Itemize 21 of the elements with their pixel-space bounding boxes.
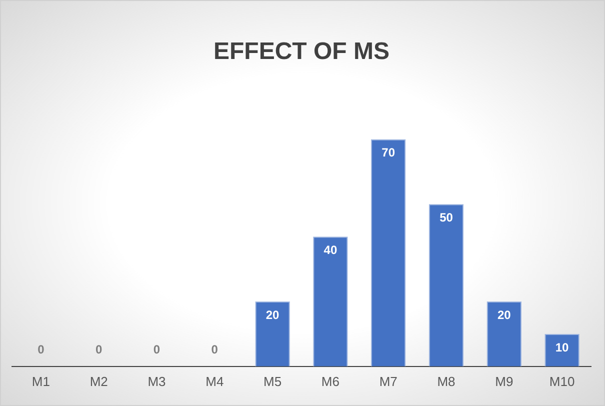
data-label: 50	[440, 210, 454, 224]
data-label: 10	[555, 340, 570, 354]
x-tick-label: M7	[379, 374, 398, 389]
data-label: 0	[211, 342, 218, 357]
x-tick-label: M10	[549, 374, 575, 389]
data-label: 40	[324, 242, 338, 257]
x-tick-label: M4	[206, 374, 224, 389]
x-tick-label: M8	[437, 374, 456, 389]
data-label: 0	[153, 342, 160, 357]
x-tick-label: M5	[264, 374, 282, 389]
x-tick-label: M6	[321, 374, 340, 389]
x-tick-label: M2	[90, 374, 108, 389]
data-label: 20	[266, 308, 280, 322]
chart-title: EFFECT OF MS	[214, 38, 390, 66]
x-tick-label: M3	[148, 374, 166, 389]
x-tick-label: M9	[495, 374, 514, 389]
data-label: 20	[497, 308, 512, 322]
x-tick-label: M1	[32, 374, 50, 389]
data-label: 0	[96, 342, 103, 357]
data-label: 70	[382, 146, 396, 160]
data-label: 0	[38, 342, 45, 357]
